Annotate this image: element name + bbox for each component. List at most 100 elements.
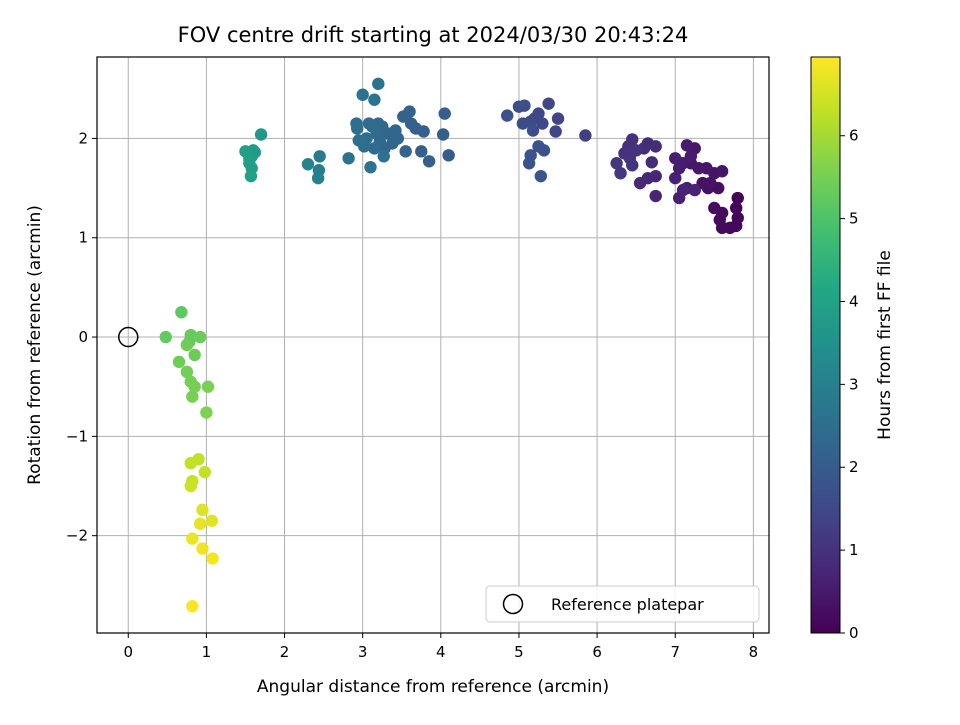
y-tick-label: −2: [66, 527, 88, 545]
colorbar-tick-label: 5: [849, 210, 859, 228]
legend-box: [485, 585, 760, 623]
data-point: [175, 306, 188, 319]
data-point: [180, 365, 194, 379]
x-tick-label: 5: [514, 643, 524, 661]
y-tick-label: 2: [78, 129, 88, 147]
x-tick-label: 1: [202, 643, 212, 661]
data-point: [186, 390, 199, 403]
y-axis-ticks: −2 −1 0 1 2: [66, 129, 97, 545]
data-point: [254, 128, 268, 141]
data-point: [186, 532, 199, 545]
data-point: [342, 152, 355, 165]
data-point: [196, 542, 209, 555]
data-point: [610, 157, 623, 170]
data-point: [196, 503, 209, 517]
data-point: [172, 355, 186, 369]
data-point: [184, 479, 197, 493]
data-point: [244, 169, 258, 183]
data-point: [532, 140, 545, 153]
colorbar: 0 1 2 3 4 5 6 Hours from first FF file: [810, 56, 895, 642]
x-tick-label: 3: [358, 643, 368, 661]
data-point: [201, 380, 215, 393]
plot-frame: [96, 56, 770, 634]
grid: [97, 57, 769, 633]
x-tick-label: 0: [123, 643, 133, 661]
data-point: [534, 169, 548, 183]
data-point: [669, 171, 682, 185]
x-axis-ticks: 0 1 2 3 4 5 6 7 8: [123, 633, 758, 661]
data-point: [518, 99, 531, 112]
data-point: [704, 176, 717, 190]
data-point: [676, 183, 690, 197]
data-points: [159, 77, 744, 613]
data-point: [708, 201, 721, 215]
data-point: [680, 139, 694, 152]
data-point: [649, 189, 662, 203]
data-point: [438, 107, 451, 120]
data-point: [397, 110, 410, 123]
x-tick-label: 7: [670, 643, 680, 661]
x-tick-label: 2: [280, 643, 290, 661]
data-point: [436, 128, 450, 141]
data-point: [422, 155, 436, 168]
y-axis-label: Rotation from reference (arcmin): [25, 205, 45, 485]
data-point: [549, 125, 562, 138]
data-point: [715, 165, 729, 178]
data-point: [442, 149, 455, 162]
data-point: [729, 201, 743, 215]
data-point: [368, 93, 381, 106]
data-point: [669, 152, 682, 165]
data-point: [352, 134, 365, 147]
data-point: [188, 348, 201, 362]
x-tick-label: 4: [436, 643, 446, 661]
data-point: [731, 191, 744, 205]
data-point: [301, 158, 315, 171]
data-point: [645, 156, 658, 169]
data-point: [551, 112, 565, 125]
data-point: [186, 599, 199, 613]
y-tick-label: 0: [78, 328, 88, 346]
legend-marker: [502, 593, 524, 615]
chart-title: FOV centre drift starting at 2024/03/30 …: [178, 23, 689, 47]
data-point: [193, 517, 207, 530]
data-point: [633, 176, 647, 190]
data-point: [184, 456, 197, 470]
data-point: [516, 117, 530, 130]
data-point: [672, 162, 686, 175]
reference-marker: [118, 326, 139, 348]
data-point: [200, 406, 213, 419]
colorbar-tick-label: 2: [849, 458, 859, 476]
data-point: [522, 157, 536, 170]
legend: Reference platepar: [485, 585, 760, 623]
data-point: [180, 338, 194, 352]
data-point: [649, 140, 662, 153]
data-point: [311, 171, 325, 185]
data-point: [243, 153, 256, 166]
data-point: [193, 330, 207, 344]
data-point: [188, 380, 201, 393]
data-point: [205, 514, 219, 527]
data-point: [399, 145, 412, 158]
colorbar-gradient: [810, 56, 841, 634]
colorbar-tick-label: 0: [849, 624, 859, 642]
legend-label: Reference platepar: [551, 595, 704, 614]
data-point: [579, 129, 592, 142]
y-tick-label: 1: [78, 229, 88, 247]
data-point: [206, 552, 219, 565]
y-tick-label: −1: [66, 427, 88, 445]
x-tick-label: 8: [749, 643, 759, 661]
data-point: [313, 150, 326, 163]
colorbar-tick-label: 3: [849, 375, 859, 393]
colorbar-ticks: 0 1 2 3 4 5 6: [840, 127, 859, 642]
data-point: [372, 77, 385, 91]
data-point: [159, 330, 172, 344]
colorbar-tick-label: 1: [849, 541, 859, 559]
data-point: [542, 97, 555, 110]
colorbar-tick-label: 4: [849, 292, 859, 310]
data-point: [198, 465, 212, 479]
x-axis-label: Angular distance from reference (arcmin): [257, 677, 609, 697]
data-point: [526, 124, 540, 137]
data-point: [362, 117, 376, 130]
